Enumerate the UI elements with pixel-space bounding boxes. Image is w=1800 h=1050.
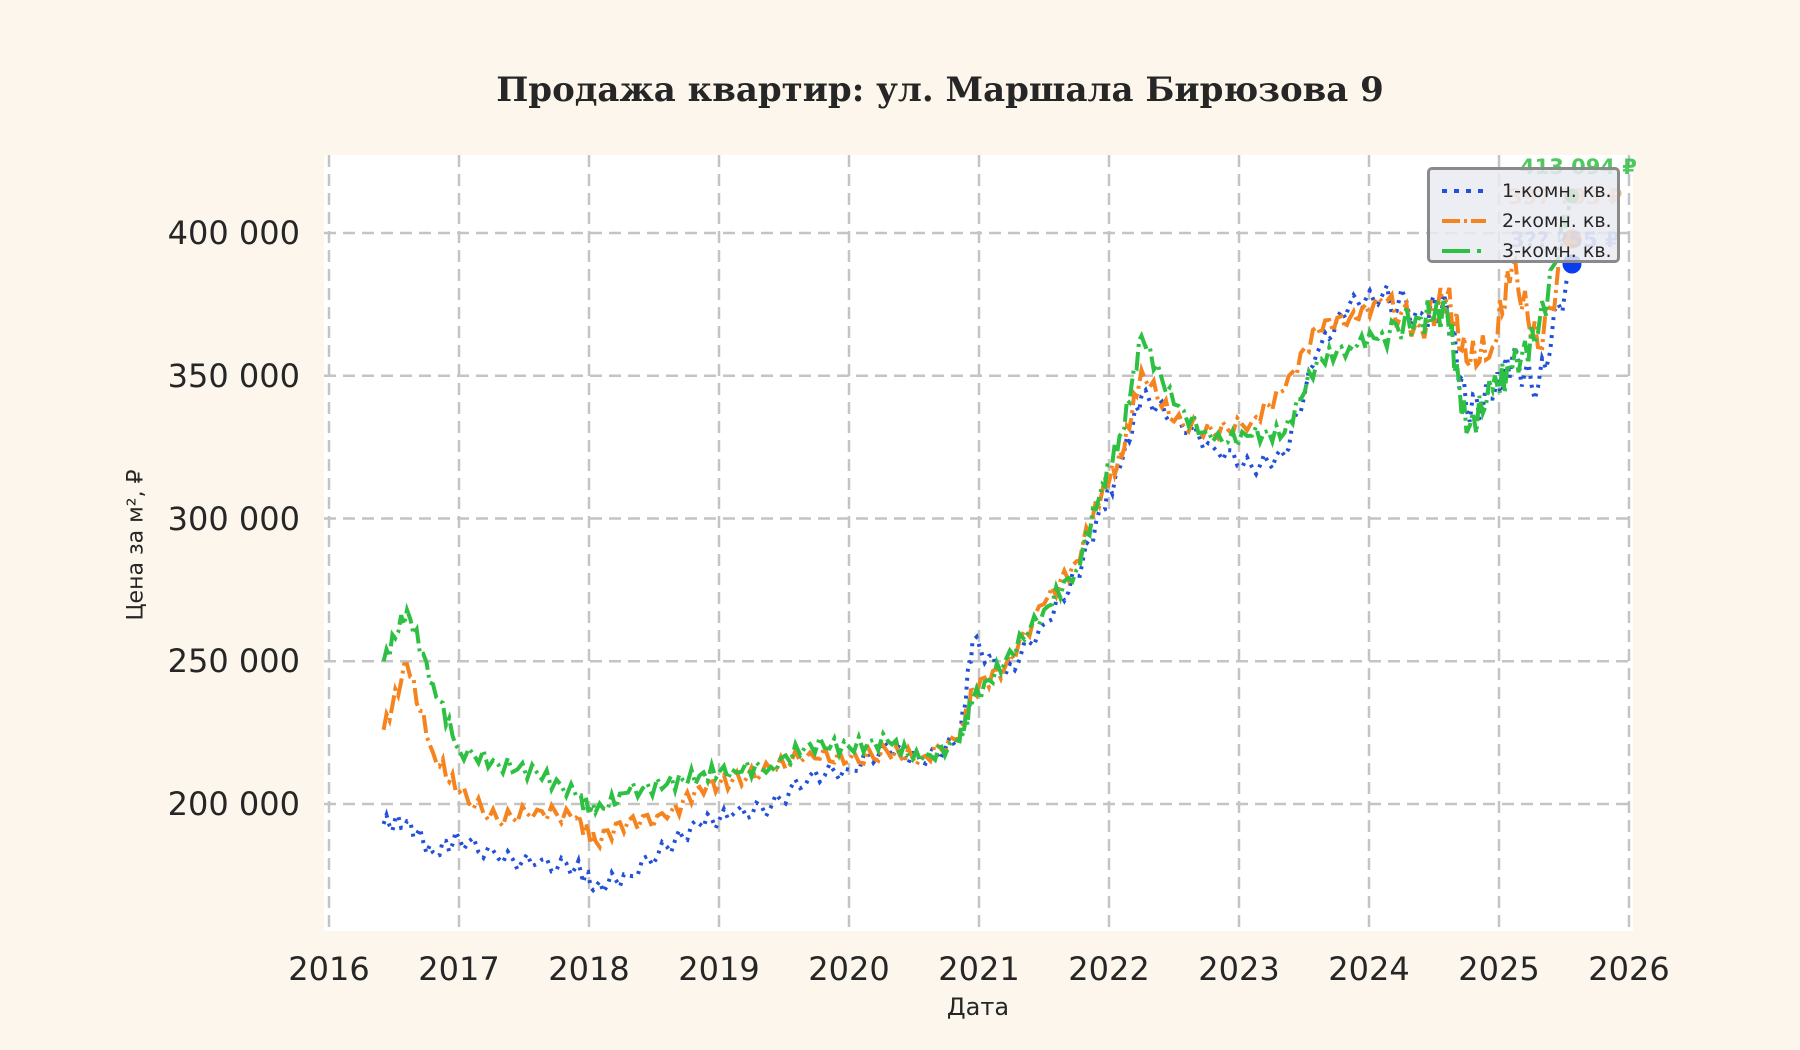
x-tick-label: 2016 xyxy=(288,950,370,988)
dashdot-line-icon xyxy=(1442,219,1486,223)
dashdot-line-icon xyxy=(1442,249,1486,253)
y-tick-label: 350 000 xyxy=(167,356,300,395)
x-tick-label: 2023 xyxy=(1198,950,1280,988)
y-tick-label: 400 000 xyxy=(167,214,300,252)
dotted-line-icon xyxy=(1442,189,1486,193)
legend-item-3room: 3-комн. кв. xyxy=(1440,236,1612,266)
x-tick-label: 2022 xyxy=(1068,950,1150,988)
grid-lines xyxy=(324,155,1633,931)
x-tick-label: 2020 xyxy=(808,950,890,988)
x-tick-label: 2019 xyxy=(678,950,760,988)
legend-label: 2-комн. кв. xyxy=(1502,210,1612,232)
data-series xyxy=(381,195,1573,897)
x-tick-label: 2025 xyxy=(1458,950,1540,988)
legend: 1-комн. кв. 2-комн. кв. 3-комн. кв. xyxy=(1427,167,1620,263)
chart-title: Продажа квартир: ул. Маршала Бирюзова 9 xyxy=(496,70,1384,110)
x-tick-label: 2021 xyxy=(938,950,1020,988)
y-tick-label: 250 000 xyxy=(167,642,300,681)
y-tick-label: 200 000 xyxy=(167,785,300,823)
y-tick-label: 300 000 xyxy=(167,499,300,538)
x-tick-label: 2017 xyxy=(418,950,500,988)
series-line xyxy=(381,195,1573,819)
legend-item-1room: 1-комн. кв. xyxy=(1440,176,1612,206)
x-tick-label: 2018 xyxy=(548,950,630,988)
legend-label: 3-комн. кв. xyxy=(1502,240,1612,262)
legend-label: 1-комн. кв. xyxy=(1502,180,1612,202)
x-axis-label: Дата xyxy=(946,993,1010,1021)
x-tick-label: 2026 xyxy=(1588,950,1670,988)
legend-item-2room: 2-комн. кв. xyxy=(1440,206,1612,236)
x-tick-label: 2024 xyxy=(1328,950,1410,988)
